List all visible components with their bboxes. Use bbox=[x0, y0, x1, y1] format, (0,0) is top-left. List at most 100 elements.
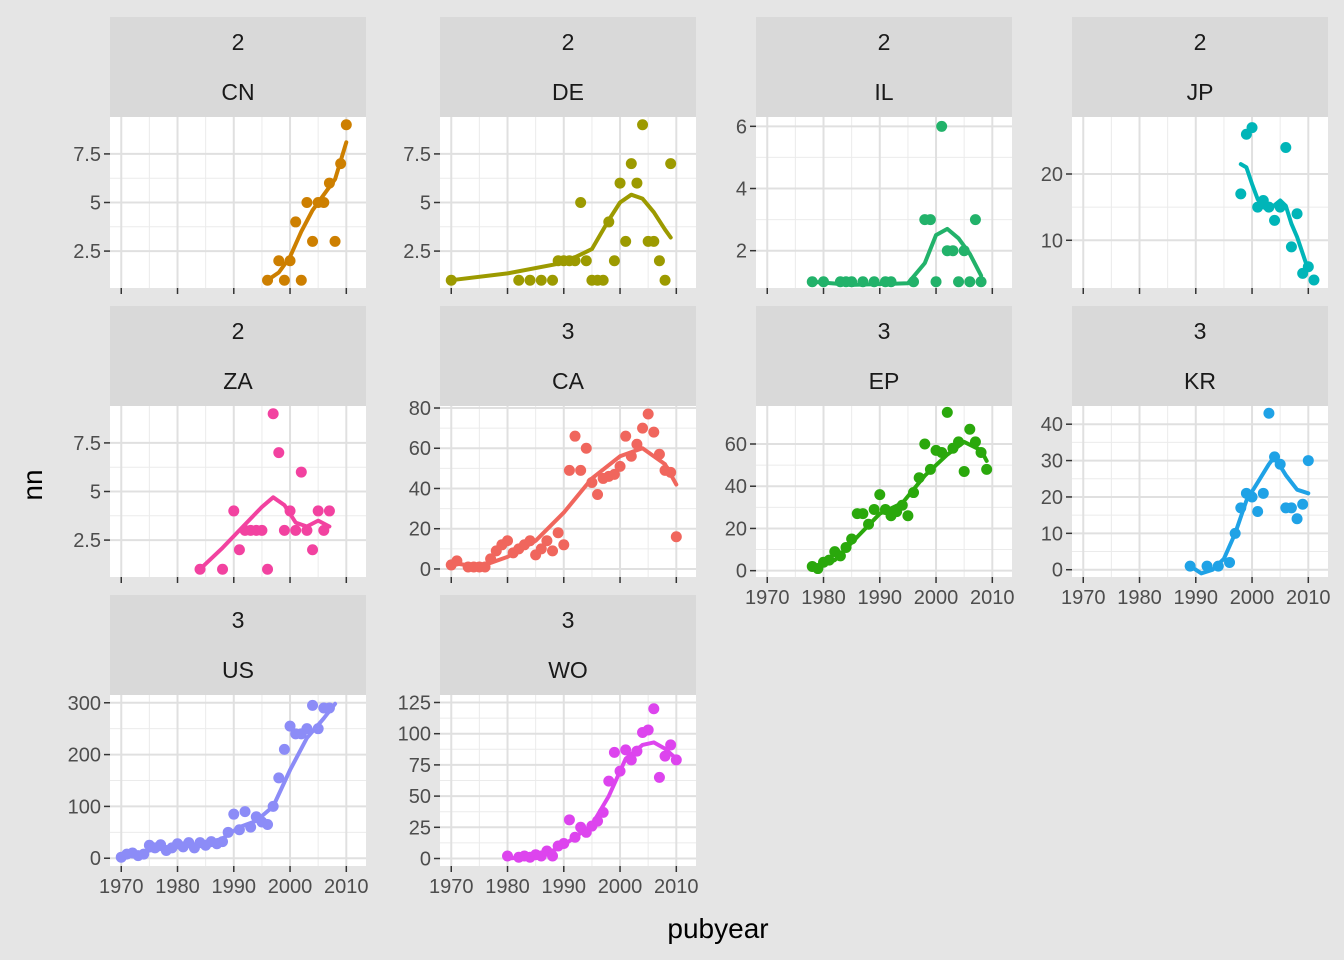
data-point bbox=[1280, 141, 1292, 153]
data-point bbox=[307, 235, 319, 247]
data-point bbox=[312, 723, 324, 735]
y-tick-label: 5 bbox=[90, 482, 101, 504]
y-tick-label: 60 bbox=[725, 434, 747, 456]
data-point bbox=[659, 274, 671, 286]
y-tick-label: 2.5 bbox=[403, 241, 431, 263]
data-point bbox=[558, 539, 570, 551]
data-point bbox=[863, 518, 875, 530]
data-point bbox=[233, 544, 245, 556]
data-point bbox=[964, 276, 976, 288]
data-point bbox=[659, 750, 671, 762]
data-point bbox=[318, 197, 330, 208]
data-point bbox=[284, 720, 296, 732]
data-point bbox=[1274, 201, 1286, 213]
data-point bbox=[479, 561, 491, 573]
facet-strip-country bbox=[1072, 356, 1328, 406]
trend-line bbox=[1238, 162, 1311, 273]
data-point bbox=[608, 468, 620, 480]
y-tick-label: 300 bbox=[68, 693, 101, 715]
data-point bbox=[592, 815, 604, 827]
x-tick-label: 1980 bbox=[801, 587, 846, 609]
y-tick-label: 40 bbox=[725, 476, 747, 498]
data-point bbox=[217, 836, 229, 848]
facet-strip-country bbox=[110, 67, 366, 117]
facet-strip-group-label: 2 bbox=[562, 29, 575, 55]
data-point bbox=[614, 765, 626, 777]
data-point bbox=[653, 771, 665, 783]
facet-strip-group-label: 3 bbox=[562, 318, 575, 344]
y-tick-label: 7.5 bbox=[73, 433, 101, 455]
data-point bbox=[603, 775, 615, 787]
panel-grid bbox=[756, 406, 1012, 577]
data-point bbox=[1308, 274, 1320, 286]
facet-strip-country-label: IL bbox=[874, 79, 893, 105]
data-point bbox=[896, 499, 908, 511]
data-point bbox=[1235, 502, 1247, 514]
data-point bbox=[262, 819, 274, 831]
facet-strip-group-label: 3 bbox=[1194, 318, 1207, 344]
data-point bbox=[806, 276, 818, 288]
data-point bbox=[1263, 201, 1275, 213]
data-point bbox=[1235, 188, 1247, 200]
data-point bbox=[586, 476, 598, 488]
data-point bbox=[563, 814, 575, 826]
data-point bbox=[323, 702, 335, 714]
data-point bbox=[1184, 560, 1196, 572]
data-point bbox=[1297, 498, 1309, 510]
data-point bbox=[1257, 487, 1269, 499]
x-tick-label: 2000 bbox=[268, 876, 313, 898]
x-tick-label: 1990 bbox=[858, 587, 903, 609]
y-tick-label: 10 bbox=[1041, 523, 1063, 545]
data-point bbox=[267, 408, 279, 420]
facet-panel-il: 2 IL 2 4 6 bbox=[736, 17, 1012, 294]
data-point bbox=[307, 544, 319, 556]
data-point bbox=[1291, 208, 1303, 220]
data-point bbox=[1246, 122, 1258, 134]
data-point bbox=[575, 197, 587, 208]
data-point bbox=[228, 505, 240, 517]
data-point bbox=[648, 426, 660, 438]
facet-strip-group bbox=[756, 17, 1012, 67]
facet-strip-country-label: JP bbox=[1187, 79, 1214, 105]
data-point bbox=[1274, 458, 1286, 470]
data-point bbox=[857, 276, 869, 288]
facet-panel-de: 2 DE 2.5 5 7.5 bbox=[403, 17, 696, 294]
trend-line bbox=[449, 192, 673, 283]
data-point bbox=[569, 430, 581, 442]
data-point bbox=[857, 508, 869, 520]
facet-strip-country-label: EP bbox=[869, 368, 900, 394]
data-point bbox=[874, 489, 886, 501]
data-point bbox=[541, 535, 553, 547]
data-point bbox=[1302, 455, 1314, 467]
data-point bbox=[868, 503, 880, 515]
facet-panel-za: 2 ZA 2.5 5 7.5 bbox=[73, 306, 366, 583]
y-tick-label: 50 bbox=[409, 786, 431, 808]
trend-line bbox=[198, 495, 332, 572]
data-point bbox=[547, 545, 559, 557]
facet-strip-country bbox=[756, 356, 1012, 406]
facet-strip-group bbox=[110, 17, 366, 67]
x-tick-label: 1990 bbox=[1174, 587, 1219, 609]
data-point bbox=[665, 739, 677, 751]
data-point bbox=[558, 838, 570, 850]
panel-data bbox=[194, 408, 335, 575]
facet-strip-group bbox=[1072, 306, 1328, 356]
facet-panel-ep: 3 EP 0 20 40 60 1970 1980 1990 2000 2010 bbox=[725, 306, 1015, 609]
facet-strip-group-label: 2 bbox=[232, 318, 245, 344]
y-tick-label: 6 bbox=[736, 116, 747, 138]
data-point bbox=[575, 464, 587, 476]
data-point bbox=[284, 505, 296, 517]
data-point bbox=[653, 255, 665, 267]
data-point bbox=[1246, 491, 1258, 503]
facet-strip-country-label: WO bbox=[548, 657, 588, 683]
y-axis-title: nn bbox=[17, 469, 48, 500]
panel-data bbox=[806, 120, 987, 288]
panel-data bbox=[502, 703, 682, 863]
facet-strip-group bbox=[440, 306, 696, 356]
data-point bbox=[273, 447, 285, 459]
data-point bbox=[964, 423, 976, 435]
data-point bbox=[1252, 506, 1264, 518]
y-tick-label: 0 bbox=[90, 848, 101, 870]
data-point bbox=[547, 274, 559, 286]
